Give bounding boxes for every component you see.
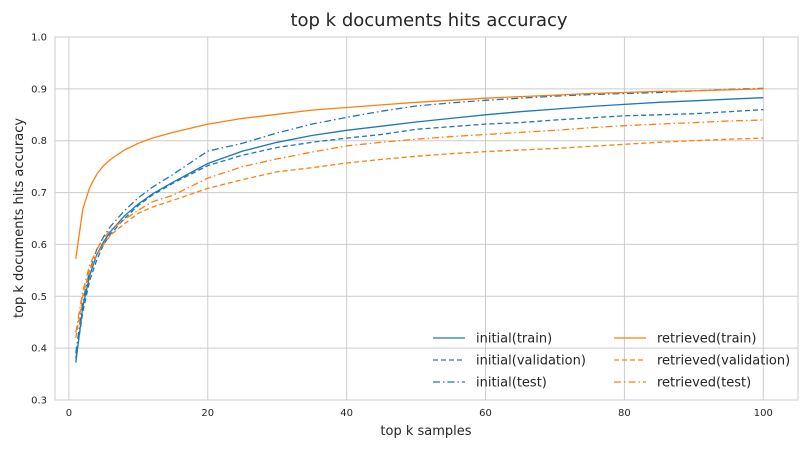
grid-lines — [55, 36, 798, 401]
y-tick-label: 0.8 — [31, 136, 47, 147]
series-line — [75, 97, 764, 363]
x-axis-label: top k samples — [380, 424, 471, 439]
chart-title: top k documents hits accuracy — [290, 10, 567, 31]
series-line — [75, 137, 764, 338]
y-tick-label: 1.0 — [31, 33, 47, 44]
y-tick-label: 0.7 — [31, 188, 47, 199]
x-tick-label: 0 — [66, 408, 72, 419]
legend-label: retrieved(train) — [657, 332, 756, 347]
x-tick-label: 80 — [618, 408, 631, 419]
x-tick-label: 20 — [201, 408, 214, 419]
series-line — [75, 119, 764, 333]
x-tick-label: 40 — [340, 408, 353, 419]
y-tick-label: 0.6 — [31, 240, 47, 251]
legend-label: initial(validation) — [476, 354, 586, 369]
x-tick-labels: 0 20 40 60 80 100 — [66, 408, 773, 419]
legend-label: retrieved(test) — [657, 376, 751, 391]
x-tick-label: 60 — [479, 408, 492, 419]
y-axis-label: top k documents hits accuracy — [12, 118, 27, 318]
series-line — [75, 108, 764, 359]
y-tick-label: 0.4 — [31, 344, 47, 355]
y-tick-label: 0.3 — [31, 396, 47, 407]
legend-label: initial(train) — [476, 332, 552, 347]
plot-area-frame — [54, 36, 799, 401]
y-tick-label: 0.5 — [31, 292, 47, 303]
x-tick-label: 100 — [754, 408, 773, 419]
legend: initial(train) initial(validation) initial… — [433, 332, 790, 391]
y-tick-labels: 0.3 0.4 0.5 0.6 0.7 0.8 0.9 1.0 — [31, 33, 47, 407]
legend-label: retrieved(validation) — [657, 354, 790, 369]
series-lines — [75, 87, 764, 363]
y-tick-label: 0.9 — [31, 84, 47, 95]
legend-label: initial(test) — [476, 376, 547, 391]
series-line — [75, 88, 764, 259]
series-line — [75, 87, 764, 354]
